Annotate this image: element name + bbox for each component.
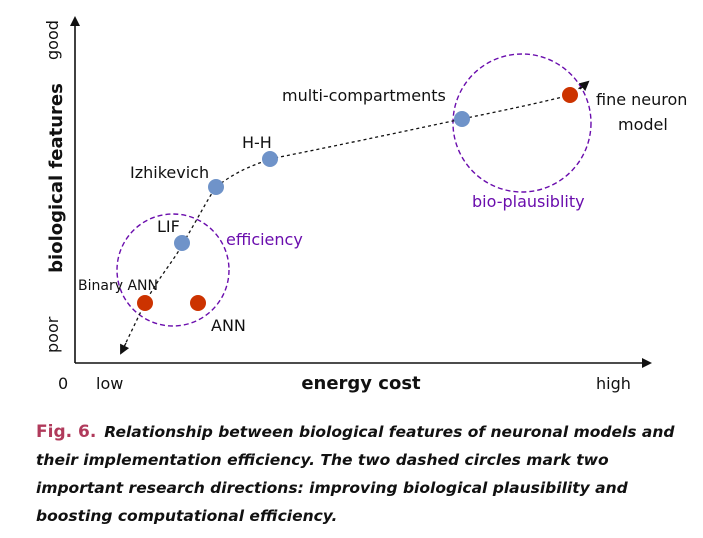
x-axis-low-label: low <box>96 374 123 393</box>
caption-text: Relationship between biological features… <box>36 423 675 525</box>
model-label-lif: LIF <box>157 217 180 236</box>
model-label-fine-neuron: fine neuron <box>596 90 687 109</box>
y-axis-title: biological features <box>46 83 67 273</box>
model-label-ann: ANN <box>211 316 246 335</box>
efficiency-region-circle <box>116 213 230 327</box>
model-node-izhikevich <box>208 179 224 195</box>
model-node-multi-compartments <box>454 111 470 127</box>
trend-arrow-end <box>578 80 590 92</box>
diagram-figure: good biological features poor 0 low ener… <box>43 16 687 394</box>
y-axis-low-label: poor <box>43 316 62 353</box>
bio-plausibility-region-label: bio-plausiblity <box>472 192 585 211</box>
caption-figure-label: Fig. 6. <box>36 422 97 442</box>
model-node-ann <box>190 295 206 311</box>
model-label-fine-neuron-line2: model <box>618 115 668 134</box>
y-axis-high-label: good <box>43 20 62 60</box>
trend-arrow-start <box>120 342 130 355</box>
model-node-fine-neuron <box>562 87 578 103</box>
model-node-hh <box>262 151 278 167</box>
model-label-binary-ann: Binary ANN <box>78 278 158 294</box>
efficiency-region-label: efficiency <box>226 230 303 249</box>
x-axis-high-label: high <box>596 374 631 393</box>
origin-label: 0 <box>58 374 68 393</box>
bio-plausibility-region-circle <box>452 53 592 193</box>
model-node-lif <box>174 235 190 251</box>
model-node-binary-ann <box>137 295 153 311</box>
model-label-multi-compartments: multi-compartments <box>282 86 446 105</box>
model-label-izhikevich: Izhikevich <box>130 163 209 182</box>
model-label-hh: H-H <box>242 133 272 152</box>
x-axis-title: energy cost <box>301 373 421 394</box>
figure-caption: Fig. 6. Relationship between biological f… <box>36 418 686 530</box>
